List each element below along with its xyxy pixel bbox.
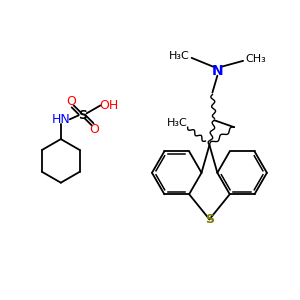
Text: HN: HN [52, 113, 70, 126]
Text: O: O [66, 95, 76, 108]
Text: S: S [78, 109, 87, 122]
Text: H₃C: H₃C [169, 51, 190, 61]
Text: OH: OH [99, 99, 118, 112]
Text: CH₃: CH₃ [245, 54, 266, 64]
Text: S: S [205, 213, 214, 226]
Text: O: O [90, 123, 100, 136]
Text: N: N [212, 64, 223, 78]
Text: H₃C: H₃C [167, 118, 188, 128]
